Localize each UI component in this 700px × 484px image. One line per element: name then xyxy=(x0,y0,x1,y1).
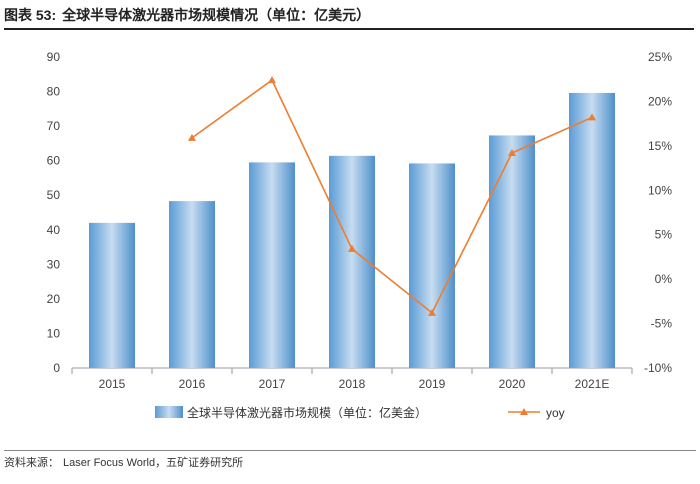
x-tick-label: 2020 xyxy=(499,377,526,391)
yoy-point-2018 xyxy=(348,244,356,252)
y-right-tick-label: 20% xyxy=(648,94,672,108)
yoy-point-2017 xyxy=(268,76,276,84)
source-text: Laser Focus World，五矿证券研究所 xyxy=(63,457,244,469)
y-right-tick-label: -5% xyxy=(651,317,673,331)
x-tick-label: 2019 xyxy=(419,377,446,391)
yoy-point-2021E xyxy=(588,113,596,121)
bar-2017 xyxy=(249,162,295,368)
bar-2019 xyxy=(409,163,455,368)
bar-series xyxy=(89,92,615,368)
chart-legend: 全球半导体激光器市场规模（单位：亿美金） yoy xyxy=(155,405,565,420)
bar-2016 xyxy=(169,201,215,368)
x-tick-label: 2015 xyxy=(99,377,126,391)
yoy-line-series xyxy=(188,76,596,316)
legend-line-label: yoy xyxy=(546,406,565,420)
y-left-tick-label: 60 xyxy=(47,154,61,168)
y-right-tick-label: -10% xyxy=(644,361,672,375)
yoy-point-2019 xyxy=(428,308,436,316)
yoy-point-2020 xyxy=(508,148,516,156)
y-left-tick-label: 20 xyxy=(47,292,61,306)
x-tick-label: 2018 xyxy=(339,377,366,391)
x-tick-label: 2016 xyxy=(179,377,206,391)
figure-title: 图表 53: 全球半导体激光器市场规模情况（单位：亿美元） xyxy=(4,2,694,30)
bar-2015 xyxy=(89,222,135,368)
legend-bar-label: 全球半导体激光器市场规模（单位：亿美金） xyxy=(187,405,427,420)
y-right-tick-label: 10% xyxy=(648,183,672,197)
x-tick-label: 2017 xyxy=(259,377,286,391)
source-note: 资料来源： Laser Focus World，五矿证券研究所 xyxy=(4,450,696,475)
yoy-point-2016 xyxy=(188,133,196,141)
y-left-tick-label: 70 xyxy=(47,119,61,133)
source-label: 资料来源： xyxy=(4,457,59,469)
y-left-tick-label: 90 xyxy=(47,50,61,64)
yoy-line xyxy=(191,78,593,315)
y-right-tick-label: 15% xyxy=(648,139,672,153)
chart-axes: 0 10 20 30 40 50 60 70 80 90 -10% -5% 0% 5% 10% 15% 20% 2… xyxy=(47,50,673,391)
y-right-tick-label: 5% xyxy=(655,228,673,242)
figure-label: 图表 53: xyxy=(4,7,57,23)
y-right-tick-label: 0% xyxy=(655,272,673,286)
y-left-tick-label: 50 xyxy=(47,188,61,202)
legend-line-marker xyxy=(520,408,528,415)
bar-2021E xyxy=(569,92,615,368)
y-left-tick-label: 0 xyxy=(53,361,60,375)
y-left-tick-label: 40 xyxy=(47,223,61,237)
legend-bar-swatch xyxy=(155,406,183,418)
x-tick-label: 2021E xyxy=(575,377,610,391)
y-right-tick-label: 25% xyxy=(648,50,672,64)
figure-title-text: 全球半导体激光器市场规模情况（单位：亿美元） xyxy=(62,7,371,23)
y-left-tick-label: 10 xyxy=(47,326,61,340)
y-left-tick-label: 80 xyxy=(47,85,61,99)
bar-2020 xyxy=(489,135,535,368)
y-left-tick-label: 30 xyxy=(47,257,61,271)
